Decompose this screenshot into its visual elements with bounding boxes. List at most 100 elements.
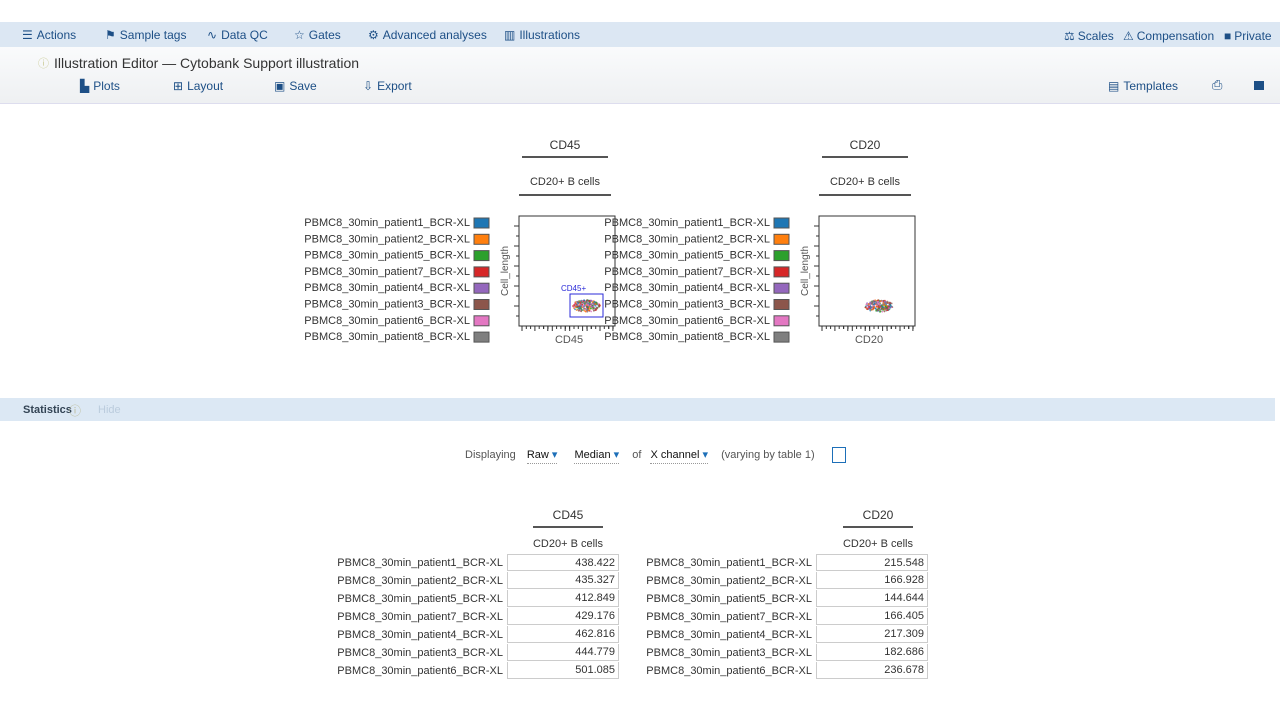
event-dot — [578, 307, 581, 310]
nav-icon: ☰ — [22, 28, 33, 42]
event-dot — [884, 305, 887, 308]
event-dot — [875, 309, 877, 312]
hide-link[interactable]: Hide — [98, 404, 121, 416]
event-dot — [883, 299, 886, 302]
event-dot — [588, 299, 591, 302]
event-dot — [581, 300, 584, 302]
event-dot — [590, 307, 592, 310]
legend-swatch — [773, 233, 790, 245]
event-dot — [574, 308, 576, 311]
event-dot — [581, 306, 583, 309]
toolbar-label: Plots — [93, 79, 120, 93]
toolbar-label: Save — [289, 79, 317, 93]
templates-button[interactable]: ▤ Templates — [1108, 79, 1179, 93]
tables-area: CD45 CD20+ B cells PBMC8_30min_patient1_BC… — [0, 500, 1280, 688]
channel-dropdown[interactable]: X channel ▾ — [650, 448, 708, 464]
sample-name: PBMC8_30min_patient5_BCR-XL — [337, 593, 503, 605]
event-dot — [597, 303, 600, 305]
channel-value: X channel — [650, 448, 700, 461]
legend-swatch — [773, 282, 790, 294]
nav-item[interactable]: ☰ Actions — [22, 28, 76, 42]
lock-button[interactable] — [1254, 81, 1264, 90]
event-dot — [883, 308, 886, 311]
print-button[interactable]: ⎙ — [1212, 77, 1223, 92]
stat-value: 182.686 — [816, 644, 928, 661]
legend-label: PBMC8_30min_patient8_BCR-XL — [304, 331, 470, 343]
nav-label: Illustrations — [519, 28, 581, 42]
nav-label: Compensation — [1136, 29, 1215, 43]
nav-item[interactable]: ☆ Gates — [294, 28, 341, 42]
nav-icon: ⚠ — [1123, 29, 1134, 43]
nav-label: Sample tags — [119, 28, 187, 42]
toolbar-button[interactable]: ▙ Plots — [80, 79, 120, 93]
stat-value: 412.849 — [507, 590, 619, 607]
stat-value: 166.928 — [816, 572, 928, 589]
toolbar-button[interactable]: ▣ Save — [274, 79, 317, 93]
nav-right-item[interactable]: ⚠ Compensation — [1123, 29, 1214, 43]
export-csv-icon[interactable] — [831, 447, 846, 463]
gate-label: CD45+ — [561, 284, 586, 293]
event-dot — [876, 305, 879, 308]
event-dot — [574, 301, 577, 304]
event-dot — [883, 306, 886, 309]
nav-label: Actions — [36, 28, 77, 42]
legend-swatch — [473, 250, 490, 262]
event-dot — [583, 307, 585, 310]
nav-item[interactable]: ∿ Data QC — [207, 28, 268, 42]
nav-label: Private — [1234, 29, 1272, 43]
legend-label: PBMC8_30min_patient1_BCR-XL — [604, 217, 770, 229]
event-dot — [885, 307, 888, 310]
toolbar-icon: ⊞ — [173, 79, 184, 93]
toolbar-button[interactable]: ⇩ Export — [363, 79, 412, 93]
nav-item[interactable]: ⚑ Sample tags — [105, 28, 186, 42]
nav-item[interactable]: ▥ Illustrations — [504, 28, 580, 42]
toolbar-label: Export — [377, 79, 412, 93]
nav-icon: ☆ — [294, 28, 305, 42]
toolbar-button[interactable]: ⊞ Layout — [173, 79, 223, 93]
y-axis-label: Cell_length — [800, 246, 811, 296]
nav-right-item[interactable]: ■ Private — [1224, 29, 1272, 43]
legend-swatch — [473, 331, 490, 343]
event-dot — [886, 305, 889, 308]
event-dot — [883, 304, 886, 307]
statistic-dropdown[interactable]: Median ▾ — [574, 448, 620, 464]
event-dot — [881, 306, 884, 308]
legend-label: PBMC8_30min_patient6_BCR-XL — [604, 315, 770, 327]
sample-name: PBMC8_30min_patient7_BCR-XL — [646, 611, 812, 623]
stat-value: 444.779 — [507, 644, 619, 661]
displaying-label: Displaying — [465, 448, 516, 461]
event-dot — [878, 306, 881, 309]
event-dot — [595, 301, 598, 304]
sample-name: PBMC8_30min_patient4_BCR-XL — [337, 629, 503, 641]
event-dot — [581, 304, 584, 306]
event-dot — [882, 299, 885, 302]
stat-value: 236.678 — [816, 662, 928, 679]
nav-label: Advanced analyses — [382, 28, 487, 42]
event-dot — [587, 309, 590, 312]
legend-label: PBMC8_30min_patient5_BCR-XL — [604, 250, 770, 262]
stat-value: 435.327 — [507, 572, 619, 589]
mode-dropdown[interactable]: Raw ▾ — [526, 448, 558, 464]
plot-channel: CD45 — [550, 138, 581, 152]
gate — [569, 293, 604, 318]
stat-value: 144.644 — [816, 590, 928, 607]
event-dot — [579, 302, 582, 304]
nav-item[interactable]: ⚙ Advanced analyses — [368, 28, 487, 42]
legend-swatch — [773, 266, 790, 278]
plot-frame — [518, 215, 616, 327]
event-dot — [877, 303, 880, 306]
event-dot — [592, 309, 595, 312]
event-dot — [870, 306, 872, 309]
event-dot — [882, 309, 884, 311]
legend-swatch — [473, 217, 490, 229]
sample-name: PBMC8_30min_patient3_BCR-XL — [646, 647, 812, 659]
sample-name: PBMC8_30min_patient6_BCR-XL — [337, 665, 503, 677]
event-dot — [597, 305, 600, 307]
event-dot — [586, 299, 588, 302]
event-dot — [881, 303, 884, 306]
plots-area: CD45 CD20+ B cells PBMC8_30min_patient1_BC… — [304, 138, 916, 346]
nav-label: Data QC — [221, 28, 268, 42]
nav-right-item[interactable]: ⚖ Scales — [1064, 29, 1114, 43]
nav-icon: ⚖ — [1064, 29, 1075, 43]
